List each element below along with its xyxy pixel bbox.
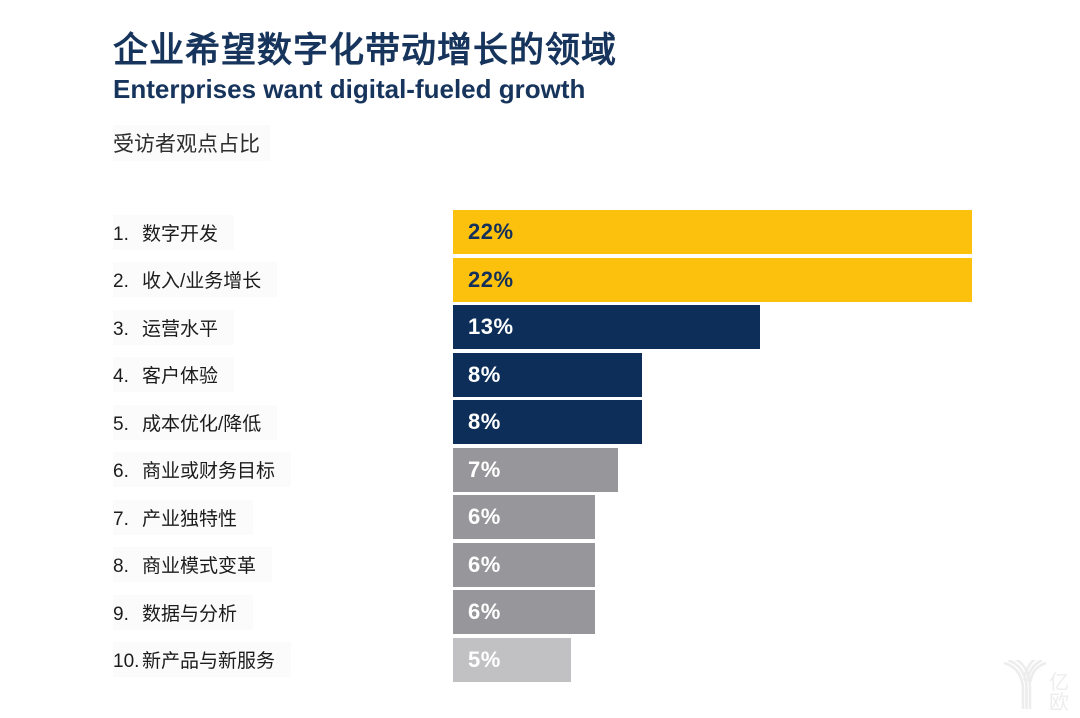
- chart-row: 8. 商业模式变革 6%: [113, 542, 973, 587]
- bar-产业独特性: 6%: [453, 495, 595, 539]
- category-name: 产业独特性: [142, 508, 238, 530]
- chart-row: 3. 运营水平 13%: [113, 305, 973, 349]
- category-name: 运营水平: [142, 318, 219, 340]
- bar-track: 6%: [453, 590, 972, 634]
- category-label-text: 10. 新产品与新服务: [113, 642, 292, 677]
- category-label-text: 2. 收入/业务增长: [113, 262, 278, 297]
- category-label-text: 5. 成本优化/降低: [113, 404, 278, 440]
- category-name: 新产品与新服务: [142, 651, 276, 672]
- category-label: 8. 商业模式变革: [113, 547, 453, 582]
- category-rank: 2.: [113, 271, 129, 292]
- chart-title-zh: 企业希望数字化带动增长的领域: [113, 31, 618, 70]
- category-label-text: 6. 商业或财务目标: [113, 452, 292, 487]
- category-rank: 6.: [113, 461, 129, 482]
- bar-收入/业务增长: 22%: [453, 257, 972, 302]
- category-label-text: 8. 商业模式变革: [113, 547, 273, 582]
- bar-商业模式变革: 6%: [453, 542, 595, 587]
- watermark: 亿欧: [1003, 656, 1080, 715]
- chart-row: 6. 商业或财务目标 7%: [113, 447, 973, 492]
- chart-title-en: Enterprises want digital-fueled growth: [113, 74, 586, 105]
- category-label: 7. 产业独特性: [113, 499, 453, 535]
- category-label: 9. 数据与分析: [113, 594, 453, 630]
- category-rank: 9.: [113, 603, 129, 625]
- bar-成本优化/降低: 8%: [453, 400, 642, 444]
- category-name: 成本优化/降低: [142, 413, 262, 435]
- chart-row: 1. 数字开发 22%: [113, 210, 973, 254]
- bar-track: 8%: [453, 352, 972, 397]
- bar-客户体验: 8%: [453, 352, 642, 397]
- category-rank: 4.: [113, 366, 129, 387]
- bar-track: 22%: [453, 257, 972, 302]
- category-name: 收入/业务增长: [142, 271, 262, 292]
- bar-数字开发: 22%: [453, 210, 972, 254]
- category-label: 1. 数字开发: [113, 214, 453, 250]
- yiou-eo-logo-icon: [1003, 656, 1047, 715]
- category-name: 数字开发: [142, 223, 219, 245]
- bar-track: 6%: [453, 542, 972, 587]
- chart-row: 4. 客户体验 8%: [113, 352, 973, 397]
- category-rank: 5.: [113, 413, 129, 435]
- bar-chart: 1. 数字开发 22% 2. 收入/业务增长 22% 3. 运营水平 13% 4. 客户体验 8% 5.…: [113, 210, 973, 685]
- bar-track: 8%: [453, 400, 972, 444]
- category-rank: 10.: [113, 651, 140, 672]
- bar-track: 6%: [453, 495, 972, 539]
- category-name: 商业或财务目标: [142, 461, 276, 482]
- category-name: 商业模式变革: [142, 556, 257, 577]
- category-label: 4. 客户体验: [113, 357, 453, 392]
- category-name: 客户体验: [142, 366, 219, 387]
- category-label-text: 3. 运营水平: [113, 309, 235, 345]
- chart-row: 7. 产业独特性 6%: [113, 495, 973, 539]
- chart-row: 2. 收入/业务增长 22%: [113, 257, 973, 302]
- category-label: 3. 运营水平: [113, 309, 453, 345]
- category-rank: 7.: [113, 508, 129, 530]
- bar-商业或财务目标: 7%: [453, 447, 619, 492]
- category-label-text: 7. 产业独特性: [113, 499, 254, 535]
- category-name: 数据与分析: [142, 603, 238, 625]
- watermark-label: 亿欧: [1049, 672, 1069, 714]
- bar-数据与分析: 6%: [453, 590, 595, 634]
- bar-运营水平: 13%: [453, 305, 760, 349]
- bar-track: 7%: [453, 447, 972, 492]
- category-label: 6. 商业或财务目标: [113, 452, 453, 487]
- bar-track: 22%: [453, 210, 972, 254]
- chart-header: 企业希望数字化带动增长的领域 Enterprises want digital-…: [113, 30, 617, 161]
- bar-track: 13%: [453, 305, 972, 349]
- chart-value-note: 受访者观点占比: [113, 124, 270, 161]
- chart-row: 5. 成本优化/降低 8%: [113, 400, 973, 444]
- category-label-text: 4. 客户体验: [113, 357, 235, 392]
- category-label: 2. 收入/业务增长: [113, 262, 453, 297]
- category-rank: 8.: [113, 556, 129, 577]
- chart-row: 9. 数据与分析 6%: [113, 590, 973, 634]
- category-rank: 1.: [113, 223, 129, 245]
- category-label-text: 1. 数字开发: [113, 214, 235, 250]
- chart-row: 10. 新产品与新服务 5%: [113, 637, 973, 682]
- category-label: 10. 新产品与新服务: [113, 642, 453, 677]
- bar-track: 5%: [453, 637, 972, 682]
- bar-新产品与新服务: 5%: [453, 637, 571, 682]
- category-rank: 3.: [113, 318, 129, 340]
- category-label-text: 9. 数据与分析: [113, 594, 254, 630]
- category-label: 5. 成本优化/降低: [113, 404, 453, 440]
